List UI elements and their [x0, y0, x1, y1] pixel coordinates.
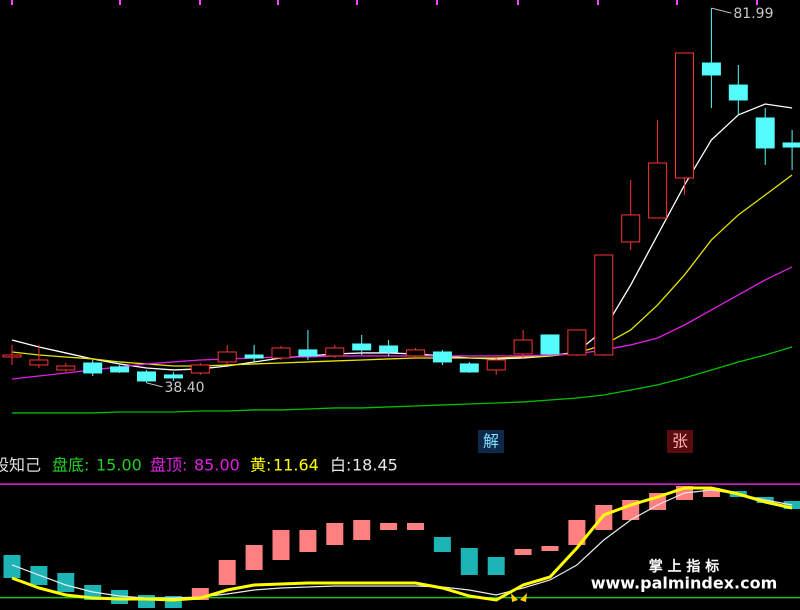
candle-body: [728, 84, 748, 101]
indicator-bar: [326, 523, 344, 545]
candle-body: [137, 371, 156, 382]
candle-body: [594, 254, 614, 356]
candle-body: [540, 334, 560, 355]
signal-label: 解: [483, 432, 499, 451]
marker-arrow: [711, 7, 732, 14]
indicator-bar: [138, 595, 155, 608]
icon: [511, 593, 527, 602]
indicator-bar: [111, 590, 129, 605]
indicator-bar: [460, 547, 478, 576]
candle-body: [675, 52, 694, 179]
moving-average: [12, 346, 793, 414]
candle-body: [56, 365, 76, 371]
moving-average: [11, 174, 793, 367]
candle-body: [567, 329, 587, 356]
candle-body: [432, 351, 452, 363]
legend-value: 18.45: [352, 456, 398, 475]
candle-body: [29, 359, 49, 366]
indicator-bar: [299, 530, 317, 553]
candle-body: [163, 374, 183, 379]
legend-value: 11.64: [273, 456, 319, 475]
indicator-bar: [568, 520, 586, 545]
low-marker: 38.40: [165, 380, 205, 396]
indicator-bar: [164, 596, 182, 608]
candle-body: [406, 349, 425, 357]
indicator-bar: [272, 530, 290, 561]
candle-body: [2, 354, 22, 358]
indicator-bar: [380, 523, 398, 531]
candle-body: [621, 214, 641, 243]
level-value: 85.00: [194, 456, 240, 475]
indicator-bar: [218, 560, 236, 585]
candle-body: [244, 354, 264, 359]
indicator-bar: [57, 573, 75, 593]
indicator-bar: [514, 549, 532, 556]
high-marker: 81.99: [733, 6, 773, 22]
indicator-bar: [353, 520, 371, 541]
candle-body: [110, 366, 130, 373]
indicator-line: [11, 486, 793, 602]
marker-arrow: [146, 382, 163, 388]
candle-body: [459, 363, 479, 373]
indicator-bar: [245, 544, 263, 571]
candle-body: [352, 343, 372, 351]
level-value: 15.00: [96, 456, 142, 475]
indicator-bar: [702, 488, 720, 498]
candle-body: [271, 347, 291, 359]
candle-body: [701, 62, 721, 76]
candle-body: [486, 359, 506, 371]
indicator-bar: [3, 555, 21, 579]
candle-body: [755, 117, 775, 149]
candle-body: [379, 345, 399, 353]
candle-body: [513, 339, 533, 355]
candle-body: [190, 364, 210, 374]
signal-box: [667, 430, 693, 453]
watermark-title: 掌 上 指 标: [649, 558, 720, 575]
candle-body: [648, 162, 668, 219]
indicator-bar: [541, 546, 559, 551]
moving-average: [11, 103, 793, 371]
candle-body: [782, 142, 800, 148]
level-name: 盘顶:: [150, 456, 187, 475]
watermark-url: www.palmindex.com: [591, 574, 778, 593]
candle-body: [83, 362, 103, 374]
level-name: 盘底:: [52, 456, 89, 475]
moving-average: [11, 266, 793, 380]
indicator-title: 股知己: [0, 456, 41, 475]
indicator-bar: [487, 557, 505, 576]
legend-name: 白:: [330, 456, 351, 475]
indicator-bar: [433, 537, 451, 553]
signal-label: 张: [672, 432, 688, 451]
candle-body: [298, 349, 318, 357]
legend-name: 黄:: [250, 456, 271, 475]
indicator-bar: [595, 505, 613, 531]
signal-box: [478, 430, 504, 453]
candle-body: [217, 351, 237, 363]
indicator-bar: [407, 523, 424, 531]
candle-body: [325, 347, 345, 357]
